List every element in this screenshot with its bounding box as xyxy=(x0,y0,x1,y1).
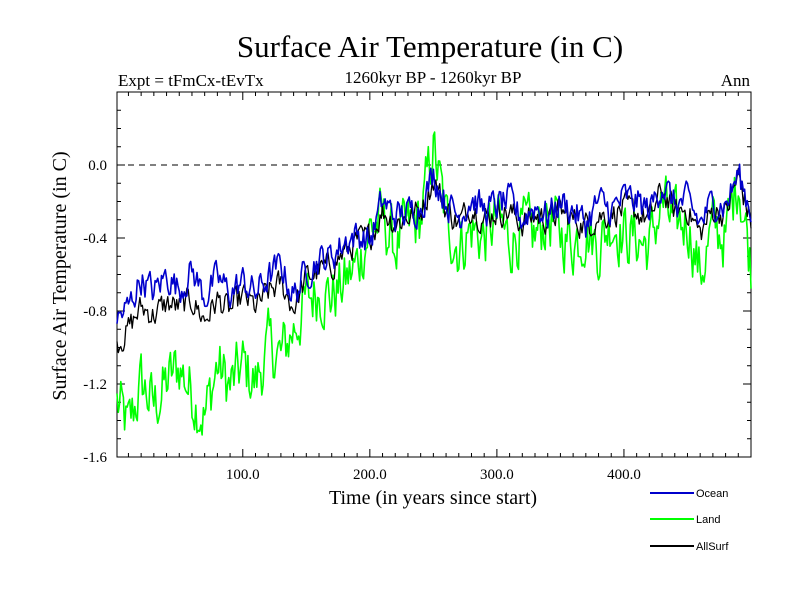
chart-title: Surface Air Temperature (in C) xyxy=(237,29,623,64)
series-line-land xyxy=(116,131,752,436)
x-tick-label: 200.0 xyxy=(353,467,387,483)
y-tick-label: -1.6 xyxy=(83,450,107,466)
y-axis-label: Surface Air Temperature (in C) xyxy=(49,151,71,400)
x-axis-label: Time (in years since start) xyxy=(329,487,537,509)
experiment-label: Expt = tFmCx-tEvTx xyxy=(118,71,264,90)
chart-subtitle: 1260kyr BP - 1260kyr BP xyxy=(345,68,522,87)
legend-label-ocean: Ocean xyxy=(696,488,728,500)
legend-label-allsurf: AllSurf xyxy=(696,541,729,553)
y-tick-label: -0.4 xyxy=(83,231,107,247)
y-tick-label: -1.2 xyxy=(83,377,107,393)
series-line-allsurf xyxy=(116,167,752,354)
legend-label-land: Land xyxy=(696,514,720,526)
series-line-ocean xyxy=(116,163,752,324)
legend: Ocean Land AllSurf xyxy=(650,488,729,553)
x-tick-label: 100.0 xyxy=(226,467,260,483)
x-tick-label: 300.0 xyxy=(480,467,514,483)
y-tick-label: -0.8 xyxy=(83,304,107,320)
series-layer xyxy=(116,131,752,436)
y-tick-label: 0.0 xyxy=(88,158,107,174)
season-label: Ann xyxy=(721,71,751,90)
x-tick-label: 400.0 xyxy=(607,467,641,483)
